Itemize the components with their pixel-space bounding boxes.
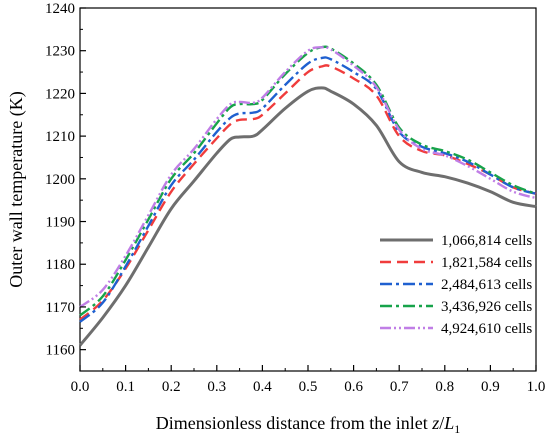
legend-label-4: 3,436,926 cells <box>441 299 532 315</box>
x-tick-label: 0.9 <box>481 379 500 395</box>
legend-label-1: 1,066,814 cells <box>441 233 532 249</box>
ticks-layer: 0.0 0.1 0.2 0.3 0.4 0.5 0.6 0.7 0.8 0.9 1.0 1160 117… <box>45 1 545 395</box>
y-axis-title: Outer wall temperature (K) <box>6 91 27 287</box>
x-tick-label: 0.2 <box>162 379 181 395</box>
series-line-5 <box>79 45 537 308</box>
x-axis-title-var-z: z <box>431 413 439 433</box>
x-tick-label: 0.7 <box>390 379 409 395</box>
x-tick-label: 1.0 <box>527 379 546 395</box>
x-tick-label: 0.1 <box>116 379 135 395</box>
x-axis-title-var-l: L <box>443 413 454 433</box>
legend-label-2: 1,821,584 cells <box>441 255 532 271</box>
y-tick-label: 1200 <box>45 172 75 188</box>
x-tick-label: 0.0 <box>71 379 90 395</box>
y-tick-label: 1170 <box>46 300 75 316</box>
x-axis-title-slash: / <box>439 413 444 433</box>
y-tick-label: 1220 <box>45 86 75 102</box>
x-axis-title-prefix: Dimensionless distance from the inlet <box>156 413 432 433</box>
legend: 1,066,814 cells 1,821,584 cells 2,484,613 … <box>380 233 532 337</box>
series-layer <box>78 45 537 347</box>
series-line-1 <box>78 86 537 347</box>
y-tick-label: 1160 <box>46 343 75 359</box>
series-line-3 <box>79 56 537 323</box>
x-tick-label: 0.3 <box>207 379 226 395</box>
x-tick-label: 0.5 <box>299 379 318 395</box>
series-line-4 <box>79 45 537 317</box>
y-tick-label: 1210 <box>45 129 75 145</box>
x-axis-title: Dimensionless distance from the inlet z/… <box>156 413 461 436</box>
x-tick-label: 0.4 <box>253 379 272 395</box>
x-tick-label: 0.6 <box>344 379 363 395</box>
y-tick-label: 1230 <box>45 44 75 60</box>
x-axis-title-subscript: 1 <box>454 422 460 436</box>
x-tick-label: 0.8 <box>435 379 454 395</box>
y-tick-label: 1190 <box>46 215 75 231</box>
series-line-2 <box>79 64 537 321</box>
y-tick-label: 1180 <box>46 257 75 273</box>
y-tick-label: 1240 <box>45 1 75 17</box>
legend-label-5: 4,924,610 cells <box>441 321 532 337</box>
legend-label-3: 2,484,613 cells <box>441 277 532 293</box>
